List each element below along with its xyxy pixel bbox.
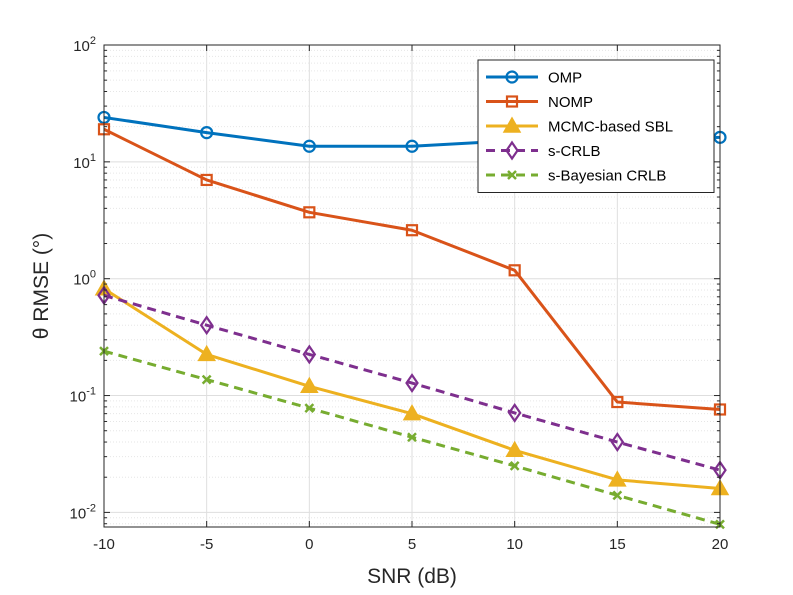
x-tick-label: 20 [712,536,729,553]
legend-entry-omp: OMP [486,70,582,87]
legend: OMP NOMP MCMC-based SBL s-CRLB s-Bayesian CR… [477,59,715,193]
data-point-nomp [200,173,213,187]
legend-marker [502,116,522,133]
legend-entry-s-crlb: s-CRLB [486,140,601,161]
series-layer [94,110,730,530]
series-line-s-crlb [103,293,721,472]
data-point-omp [200,125,214,140]
y-tick-label: 101 [73,152,96,172]
x-tick-label: -10 [93,536,115,553]
axis-ticks: -10 -5 0 5 10 15 20 10-2 10-1 100 101 102 [70,35,729,553]
legend-marker [505,70,519,84]
data-point-s-crlb [199,315,214,336]
legend-entry-nomp: NOMP [486,94,593,111]
x-tick-label: 5 [408,536,416,553]
data-point-nomp [405,224,419,237]
data-point-s-bayesian-crlb [407,432,417,443]
data-point-mcmc-based-sbl [505,440,524,458]
data-point-mcmc-based-sbl [402,404,422,421]
x-axis-title: SNR (dB) [367,565,457,588]
data-point-s-crlb [405,373,419,393]
y-tick-label: 102 [73,35,96,55]
legend-label: s-CRLB [548,143,601,160]
legend-marker [505,140,519,161]
data-point-s-crlb [610,432,625,452]
data-point-s-crlb [302,344,317,365]
legend-entry-mcmc-based-sbl: MCMC-based SBL [486,116,673,136]
legend-label: s-Bayesian CRLB [548,168,666,185]
data-point-s-bayesian-crlb [201,374,212,385]
data-point-s-bayesian-crlb [612,490,623,501]
legend-marker [507,170,517,180]
x-tick-label: 0 [305,536,313,553]
series-mcmc-based-sbl [94,279,730,496]
y-tick-label: 10-1 [70,386,96,406]
y-tick-label: 100 [73,269,96,289]
data-point-mcmc-based-sbl [300,376,319,394]
legend-entry-s-bayesian-crlb: s-Bayesian CRLB [486,168,666,185]
data-point-nomp [508,264,521,277]
data-point-nomp [303,206,316,219]
data-point-mcmc-based-sbl [197,344,216,362]
data-point-s-bayesian-crlb [509,461,520,471]
legend-marker [505,95,519,108]
x-tick-label: 15 [609,536,626,553]
legend-label: NOMP [548,94,593,111]
data-point-s-bayesian-crlb [304,403,315,414]
legend-label: OMP [548,70,582,87]
data-point-s-crlb [507,402,522,423]
x-tick-label: -5 [200,536,213,553]
x-tick-label: 10 [506,536,523,553]
legend-label: MCMC-based SBL [548,119,673,136]
series-line-nomp [103,127,721,411]
data-point-nomp [611,395,624,409]
data-point-mcmc-based-sbl [608,470,627,487]
data-point-omp [405,139,419,153]
y-tick-label: 10-2 [70,502,96,522]
data-point-omp [302,139,316,153]
y-axis-title: θ RMSE (°) [30,233,53,339]
